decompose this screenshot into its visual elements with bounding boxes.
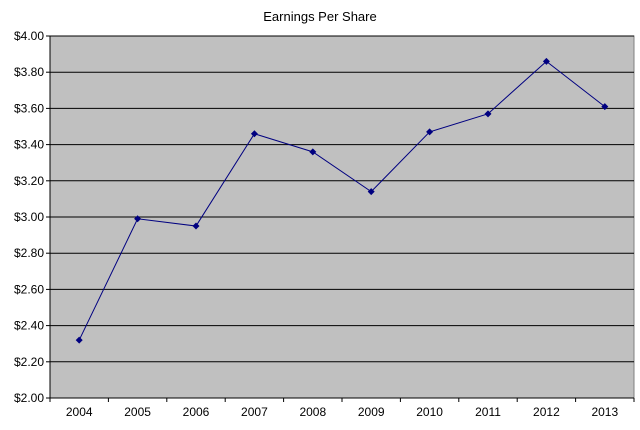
y-tick-label: $3.20 bbox=[14, 174, 44, 188]
y-tick-label: $3.60 bbox=[14, 101, 44, 115]
data-point bbox=[250, 130, 258, 138]
x-tick-label: 2008 bbox=[299, 405, 326, 419]
y-tick-label: $3.80 bbox=[14, 65, 44, 79]
x-tick-label: 2006 bbox=[183, 405, 210, 419]
data-point bbox=[601, 103, 609, 111]
y-tick-label: $2.20 bbox=[14, 355, 44, 369]
eps-series bbox=[75, 57, 609, 344]
x-axis: 2004 2005 2006 2007 2008 2009 2010 2011 2012 2013 bbox=[49, 397, 635, 419]
x-tick-label: 2012 bbox=[533, 405, 560, 419]
gridlines bbox=[50, 35, 634, 363]
data-point bbox=[134, 215, 142, 223]
x-tick-label: 2009 bbox=[358, 405, 385, 419]
y-tick-label: $3.40 bbox=[14, 138, 44, 152]
y-tick-label: $3.00 bbox=[14, 210, 44, 224]
series-line bbox=[78, 60, 606, 341]
data-point bbox=[426, 128, 434, 136]
x-tick-label: 2005 bbox=[124, 405, 151, 419]
y-tick-label: $2.40 bbox=[14, 319, 44, 333]
data-point bbox=[542, 57, 550, 65]
data-point bbox=[75, 336, 83, 344]
data-point bbox=[484, 110, 492, 118]
data-point bbox=[192, 222, 200, 230]
y-tick-label: $2.00 bbox=[14, 391, 44, 405]
y-tick-label: $4.00 bbox=[14, 29, 44, 43]
x-tick-label: 2013 bbox=[591, 405, 618, 419]
data-point bbox=[309, 148, 317, 156]
x-tick-label: 2004 bbox=[66, 405, 93, 419]
data-point bbox=[367, 188, 375, 196]
y-tick-label: $2.80 bbox=[14, 246, 44, 260]
y-axis: $2.00 $2.20 $2.40 $2.60 $2.80 $3.00 $3.20 $3.40… bbox=[14, 29, 51, 405]
x-tick-label: 2007 bbox=[241, 405, 268, 419]
chart-title: Earnings Per Share bbox=[263, 9, 376, 24]
x-tick-label: 2010 bbox=[416, 405, 443, 419]
y-tick-label: $2.60 bbox=[14, 282, 44, 296]
x-tick-label: 2011 bbox=[475, 405, 501, 419]
